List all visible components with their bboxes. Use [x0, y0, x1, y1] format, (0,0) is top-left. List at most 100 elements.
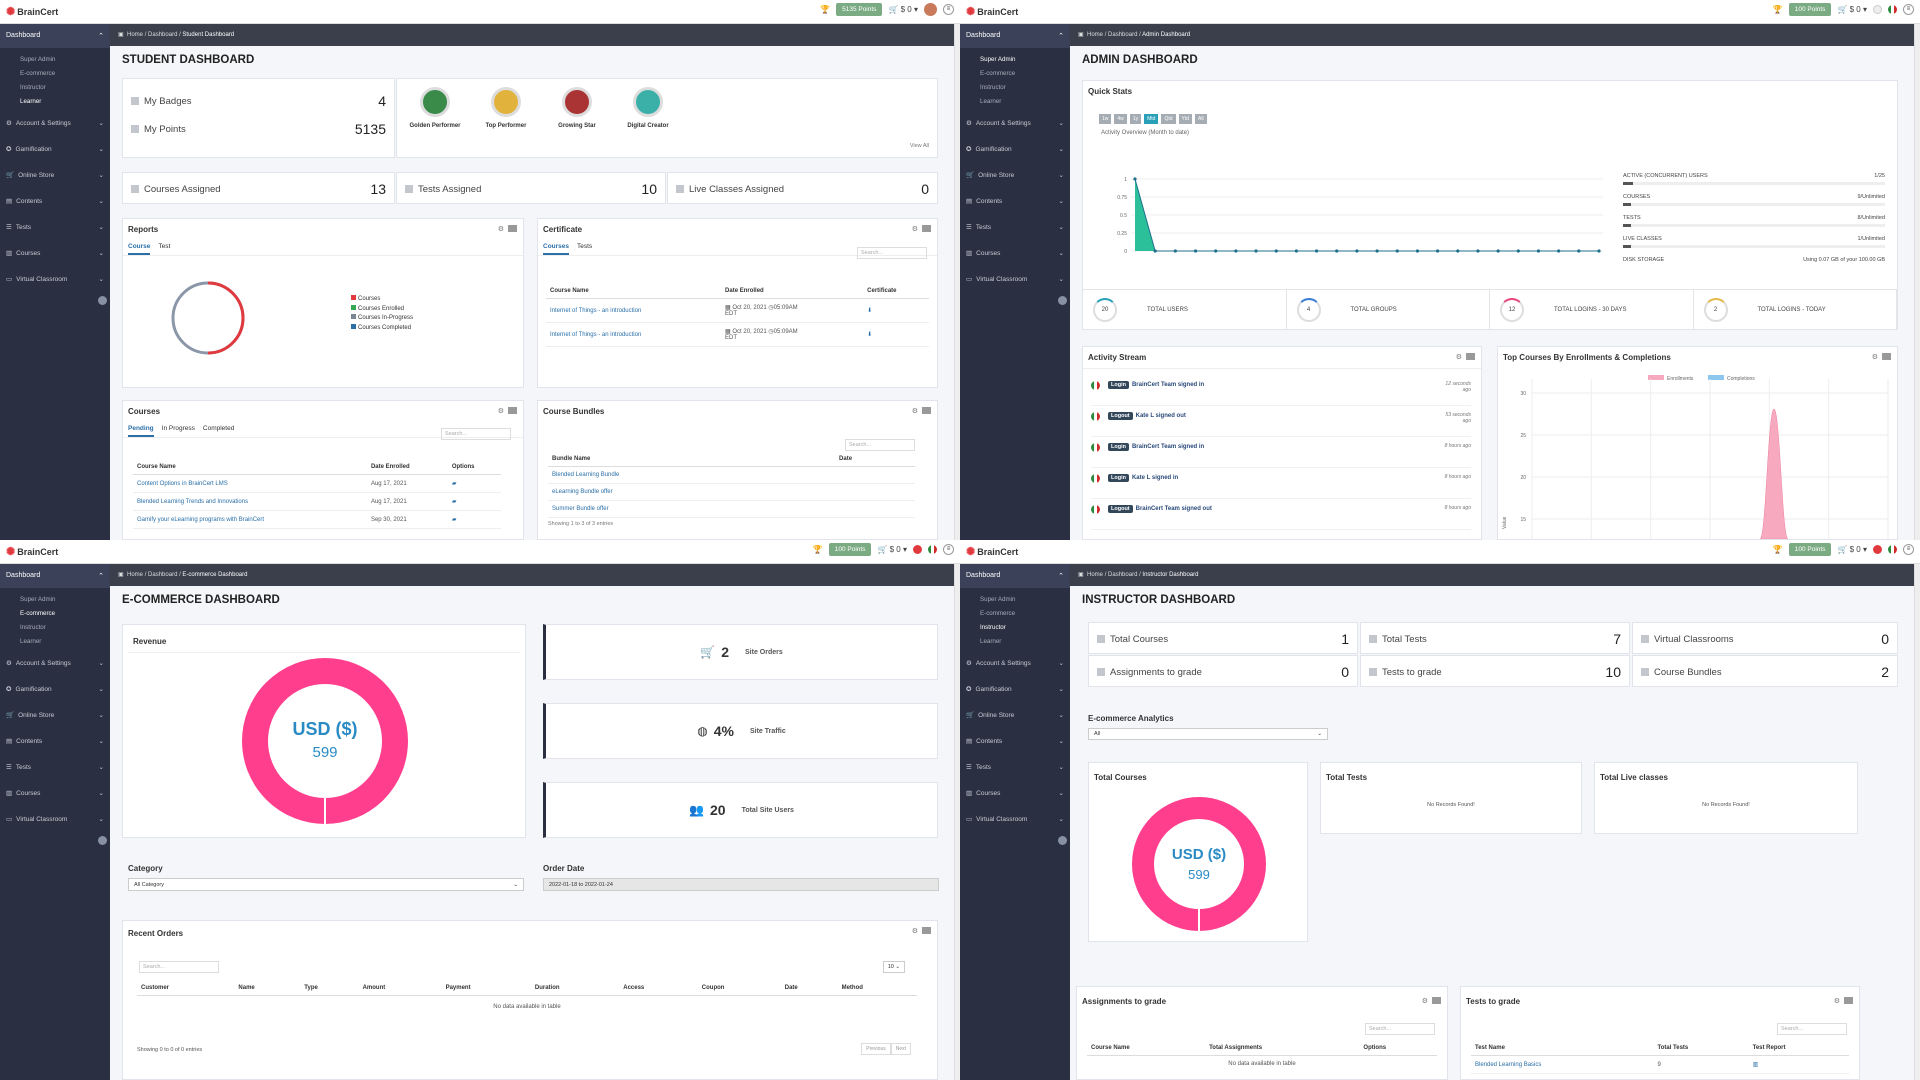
sidebar-item[interactable]: ▤ Contents ⌄	[960, 188, 1070, 214]
notification-icon[interactable]	[1873, 5, 1882, 14]
search-input[interactable]: Search...	[845, 439, 915, 451]
breadcrumb-home[interactable]: Home	[127, 572, 144, 578]
trophy-icon[interactable]: 🏆	[820, 5, 831, 14]
range-button[interactable]: All	[1195, 114, 1207, 124]
sidebar-item[interactable]: ▭ Virtual Classroom ⌄	[0, 806, 110, 832]
minimize-icon[interactable]	[922, 225, 931, 232]
cart-menu[interactable]: 🛒 $ 0 ▾	[888, 5, 918, 14]
column-header[interactable]: Type	[300, 981, 359, 996]
column-header[interactable]: Method	[837, 981, 917, 996]
search-input[interactable]: Search...	[139, 961, 219, 973]
scrollbar[interactable]	[1914, 24, 1920, 540]
minimize-icon[interactable]	[922, 927, 931, 934]
sidebar-item[interactable]: 🛒 Online Store ⌄	[0, 162, 110, 188]
range-button[interactable]: Mtd	[1144, 114, 1159, 124]
sidebar-item[interactable]: ⚙ Account & Settings ⌄	[0, 110, 110, 136]
bundle-link[interactable]: Summer Bundle offer	[548, 500, 836, 518]
sidebar-item[interactable]: ☰ Tests ⌄	[960, 214, 1070, 240]
sidebar-item-dashboard[interactable]: Dashboard ⌃	[0, 24, 110, 48]
tab-pending[interactable]: Pending	[128, 422, 154, 437]
column-header[interactable]: Access	[619, 981, 698, 996]
search-input[interactable]: Search...	[857, 247, 927, 259]
range-button[interactable]: Qtd	[1161, 114, 1176, 124]
tab-courses[interactable]: Courses	[543, 240, 570, 255]
minimize-icon[interactable]	[1432, 997, 1441, 1004]
points-badge[interactable]: 100 Points	[1788, 543, 1832, 556]
order-date-input[interactable]: 2022-01-18 to 2022-01-24	[543, 878, 939, 891]
settings-icon[interactable]: ⚙	[1455, 354, 1462, 361]
range-button[interactable]: 4w	[1114, 114, 1127, 124]
breadcrumb-home[interactable]: Home	[1087, 572, 1104, 578]
tests-assigned-card[interactable]: Tests Assigned 10	[396, 172, 666, 204]
book-icon[interactable]: ▰	[451, 481, 457, 487]
column-header[interactable]: Name	[234, 981, 301, 996]
total-stat[interactable]: 12 TOTAL LOGINS - 30 DAYS	[1490, 290, 1694, 329]
cart-menu[interactable]: 🛒 $ 0 ▾	[1837, 545, 1867, 554]
brand-logo[interactable]: ✺ BrainCert	[6, 545, 58, 558]
search-input[interactable]: Search...	[1777, 1023, 1847, 1035]
range-button[interactable]: 1y	[1129, 114, 1142, 124]
bundle-link[interactable]: eLearning Bundle offer	[548, 483, 836, 501]
points-badge[interactable]: 100 Points	[1788, 3, 1832, 16]
total-stat[interactable]: 20 TOTAL USERS	[1083, 290, 1287, 329]
course-link[interactable]: Internet of Things - an introduction	[546, 322, 722, 347]
sidebar-item[interactable]: ▭ Virtual Classroom ⌄	[0, 266, 110, 292]
analytics-select[interactable]: All ⌄	[1088, 728, 1328, 740]
trophy-icon[interactable]: 🏆	[1772, 545, 1783, 554]
range-button[interactable]: Ytd	[1178, 114, 1193, 124]
submenu-item[interactable]: Instructor	[20, 83, 46, 91]
menu-icon[interactable]: ≡	[1903, 544, 1914, 555]
category-select[interactable]: All Category ⌄	[128, 878, 524, 891]
sidebar-item[interactable]: ✪ Gamification ⌄	[0, 676, 110, 702]
trophy-icon[interactable]: 🏆	[812, 545, 823, 554]
settings-icon[interactable]: ⚙	[497, 226, 504, 233]
stat-card[interactable]: Total Courses 1	[1088, 622, 1358, 654]
notification-icon[interactable]	[1873, 545, 1882, 554]
breadcrumb-dashboard[interactable]: Dashboard	[148, 572, 178, 578]
course-link[interactable]: Blended Learning Trends and Innovations	[133, 492, 367, 511]
submenu-item[interactable]: Learner	[20, 637, 42, 645]
minimize-icon[interactable]	[1844, 997, 1853, 1004]
badge-item[interactable]: Golden Performer	[410, 87, 461, 129]
submenu-item[interactable]: Learner	[20, 97, 42, 105]
view-all-link[interactable]: View All	[909, 143, 929, 149]
sidebar-item[interactable]: ▤ Contents ⌄	[0, 728, 110, 754]
sidebar-item[interactable]: 🛒 Online Store ⌄	[960, 702, 1070, 728]
search-input[interactable]: Search...	[1365, 1023, 1435, 1035]
settings-icon[interactable]: ⚙	[911, 408, 918, 415]
collapse-sidebar-icon[interactable]	[1058, 296, 1067, 305]
language-flag-icon[interactable]	[1888, 545, 1897, 554]
sidebar-item[interactable]: ▭ Virtual Classroom ⌄	[960, 266, 1070, 292]
column-header[interactable]: Amount	[358, 981, 442, 996]
course-link[interactable]: Gamify your eLearning programs with Brai…	[133, 510, 367, 529]
sidebar-item[interactable]: ⚙ Account & Settings ⌄	[960, 650, 1070, 676]
cart-menu[interactable]: 🛒 $ 0 ▾	[1837, 5, 1867, 14]
breadcrumb-dashboard[interactable]: Dashboard	[1108, 572, 1138, 578]
sidebar-item[interactable]: 🛒 Online Store ⌄	[960, 162, 1070, 188]
submenu-item[interactable]: E-commerce	[20, 69, 56, 77]
language-flag-icon[interactable]	[928, 545, 937, 554]
column-header[interactable]: Payment	[441, 981, 531, 996]
sidebar-item[interactable]: ☰ Tests ⌄	[960, 754, 1070, 780]
stat-card[interactable]: Course Bundles 2	[1632, 655, 1898, 687]
scrollbar[interactable]	[954, 564, 960, 1080]
tab-test[interactable]: Test	[158, 243, 171, 250]
sidebar-item[interactable]: ▤ Contents ⌄	[0, 188, 110, 214]
sidebar-item[interactable]: ☰ Tests ⌄	[0, 214, 110, 240]
brand-logo[interactable]: ✺ BrainCert	[966, 545, 1018, 558]
sidebar-item[interactable]: ▥ Courses ⌄	[960, 780, 1070, 806]
book-icon[interactable]: ▰	[451, 517, 457, 523]
collapse-sidebar-icon[interactable]	[1058, 836, 1067, 845]
sidebar-item[interactable]: ⚙ Account & Settings ⌄	[960, 110, 1070, 136]
tab-in-progress[interactable]: In Progress	[161, 425, 195, 432]
submenu-item[interactable]: Super Admin	[20, 595, 56, 603]
submenu-item[interactable]: Instructor	[980, 623, 1006, 631]
kpi-card[interactable]: 👥 20 Total Site Users	[543, 782, 938, 838]
notification-icon[interactable]	[913, 545, 922, 554]
tab-completed[interactable]: Completed	[202, 425, 235, 432]
badge-item[interactable]: Digital Creator	[624, 87, 672, 129]
scrollbar[interactable]	[1914, 564, 1920, 1080]
settings-icon[interactable]: ⚙	[1833, 998, 1840, 1005]
badge-item[interactable]: Top Performer	[482, 87, 530, 129]
avatar[interactable]	[924, 3, 937, 16]
